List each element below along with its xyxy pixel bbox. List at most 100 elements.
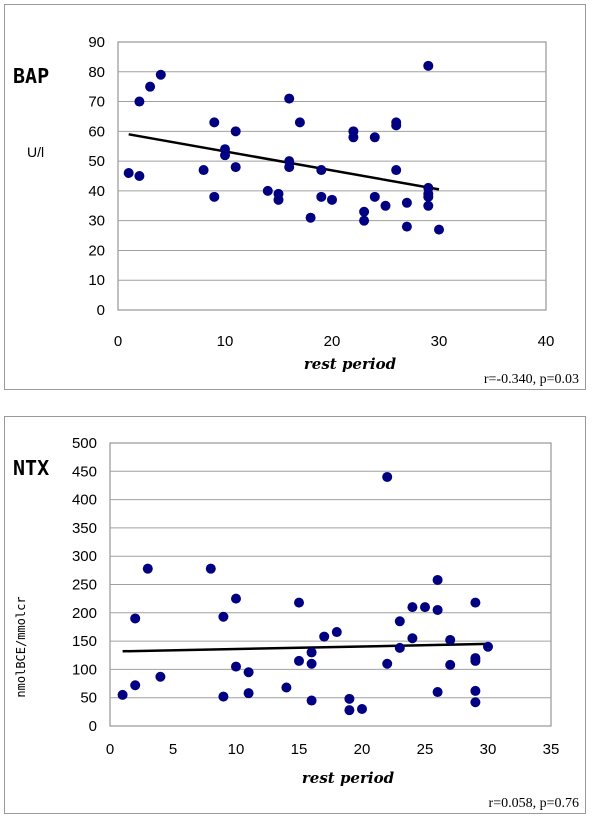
ntx-data-point [117,689,128,700]
bap-y-tick-label: 20 [88,242,105,259]
ntx-data-point [420,602,430,613]
ntx-x-tick-label: 5 [169,741,177,758]
bap-data-point [262,185,273,196]
bap-data-point [145,81,156,92]
ntx-correlation-annotation: r=0.058, p=0.76 [489,796,579,811]
bap-data-point [359,215,370,226]
ntx-data-point [205,563,216,574]
ntx-data-point [344,705,355,716]
ntx-x-tick-label: 0 [106,741,114,758]
bap-x-tick-label: 0 [114,333,122,350]
bap-data-point [209,117,220,128]
bap-correlation-annotation: r=-0.340, p=0.03 [484,372,579,387]
bap-data-point [327,194,337,205]
ntx-data-point [445,634,456,645]
bap-data-point [423,200,434,211]
ntx-y-tick-label: 100 [72,661,97,678]
ntx-data-point [382,471,393,482]
ntx-chart-panel: 0 50 100 150 200 250 300 350 400 450 500 0 5 10 15 20 25… [4,416,586,814]
bap-x-tick-label: 10 [217,333,234,350]
ntx-x-tick-label: 15 [291,741,308,758]
bap-x-axis-title: rest period [304,355,397,373]
ntx-data-point [407,602,418,613]
bap-data-point [359,206,370,217]
bap-x-tick-label: 20 [324,333,341,350]
bap-data-point [348,132,359,143]
ntx-y-tick-label: 300 [72,548,97,565]
ntx-data-point [281,682,292,693]
ntx-data-point [130,680,141,691]
bap-data-point [284,93,295,104]
ntx-scatter-chart: 0 50 100 150 200 250 300 350 400 450 500 0 5 10 15 20 25… [13,435,579,811]
ntx-data-point [470,697,481,708]
bap-data-point [391,165,402,176]
ntx-data-point [306,647,317,658]
bap-data-point [123,168,134,179]
bap-y-tick-label: 70 [88,94,105,111]
ntx-data-point [432,687,443,698]
ntx-y-tick-label: 400 [72,492,97,509]
bap-data-point [134,171,145,181]
ntx-data-point [470,597,481,608]
ntx-data-point [344,693,355,704]
bap-chart-panel: 0 10 20 30 40 50 60 70 80 90 0 10 20 30 40 BAP U/l rest p… [4,4,586,390]
bap-data-point [369,191,380,202]
ntx-x-tick-label: 25 [417,741,434,758]
bap-data-point [316,165,327,176]
ntx-y-tick-label: 150 [72,633,97,650]
bap-data-point [423,60,434,71]
ntx-data-point [432,604,443,615]
ntx-x-axis-title: rest period [302,769,395,787]
bap-data-point [198,165,209,176]
ntx-data-point [407,633,418,644]
ntx-data-point [483,641,493,652]
ntx-data-point [231,593,241,604]
bap-y-tick-label: 40 [88,183,105,200]
bap-data-point [391,120,402,131]
ntx-data-point [470,685,481,696]
ntx-data-point [432,574,443,585]
ntx-y-tick-label: 250 [72,577,97,594]
ntx-data-point [382,658,393,669]
bap-data-point [401,221,412,232]
bap-y-tick-label: 60 [88,123,105,140]
bap-y-tick-label: 30 [88,213,105,230]
bap-data-point [369,132,380,143]
bap-data-point [209,191,220,202]
ntx-data-point [294,655,304,666]
ntx-data-point [218,691,229,702]
bap-plot-area [117,41,547,311]
ntx-data-point [130,613,141,624]
ntx-data-point [155,671,166,682]
ntx-x-tick-label: 10 [228,741,245,758]
bap-scatter-chart: 0 10 20 30 40 50 60 70 80 90 0 10 20 30 40 BAP U/l rest p… [13,34,579,387]
bap-data-point [220,150,230,161]
ntx-data-point [331,627,342,638]
ntx-chart-title: NTX [13,456,49,480]
ntx-y-tick-label: 50 [80,690,97,707]
ntx-y-tick-label: 350 [72,520,97,537]
ntx-data-point [218,611,229,622]
ntx-data-point [470,655,481,666]
bap-data-point [316,191,327,202]
bap-data-point [305,212,316,223]
bap-x-tick-label: 40 [538,333,555,350]
bap-data-point [284,162,295,173]
bap-data-point [423,191,434,202]
ntx-data-point [394,642,405,653]
ntx-data-point [231,661,241,672]
bap-y-tick-label: 10 [88,272,105,289]
ntx-x-tick-label: 35 [543,741,560,758]
ntx-y-tick-label: 0 [89,718,97,735]
bap-y-tick-label: 50 [88,153,105,170]
ntx-y-axis-label: nmolBCE/mmolcr [14,596,28,697]
bap-chart-title: BAP [13,64,49,88]
ntx-x-tick-label: 20 [354,741,371,758]
bap-data-point [273,194,284,205]
bap-data-point [434,224,444,235]
bap-x-tick-label: 30 [431,333,448,350]
bap-y-tick-label: 80 [88,64,105,81]
ntx-data-point [306,695,317,706]
ntx-data-point [294,597,304,608]
bap-y-tick-label: 90 [88,34,105,51]
